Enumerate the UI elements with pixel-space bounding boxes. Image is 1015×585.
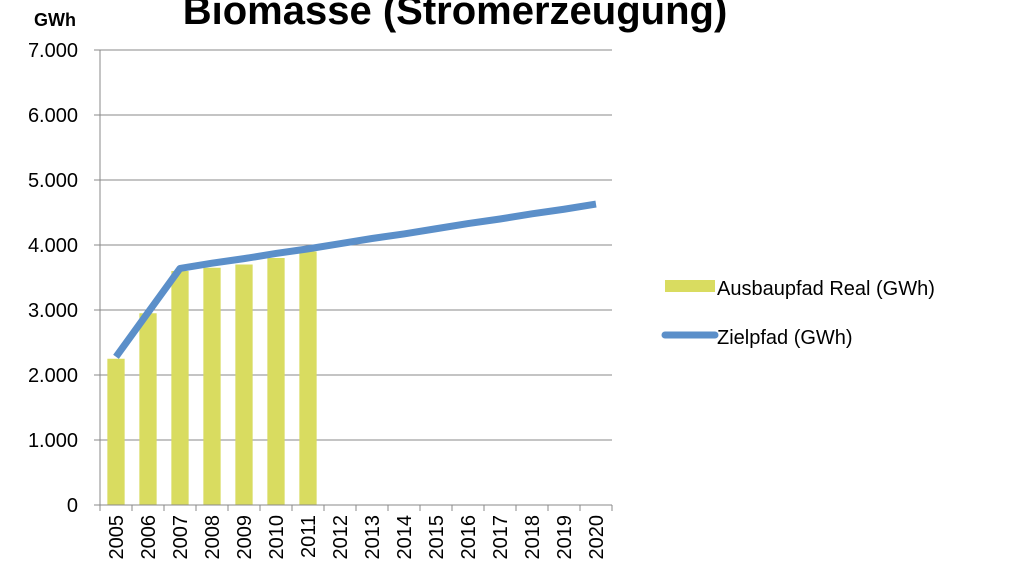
x-tick-label: 2020 bbox=[586, 515, 608, 560]
y-tick-label: 5.000 bbox=[28, 170, 78, 192]
bar bbox=[171, 271, 189, 505]
y-tick-label: 7.000 bbox=[28, 40, 78, 62]
x-tick-label: 2011 bbox=[298, 515, 320, 558]
x-tick-label: 2007 bbox=[170, 515, 192, 560]
x-tick-label: 2014 bbox=[394, 515, 416, 560]
x-tick-label: 2013 bbox=[362, 515, 384, 560]
x-tick-label: 2006 bbox=[138, 515, 160, 560]
bar bbox=[139, 313, 157, 505]
y-tick-label: 0 bbox=[67, 495, 78, 517]
y-tick-label: 3.000 bbox=[28, 300, 78, 322]
bar bbox=[235, 264, 253, 505]
x-tick-label: 2018 bbox=[522, 515, 544, 560]
legend-label: Ausbaupfad Real (GWh) bbox=[717, 278, 935, 300]
y-axis-label: GWh bbox=[34, 10, 76, 30]
y-tick-label: 1.000 bbox=[28, 430, 78, 452]
bar bbox=[267, 258, 285, 505]
x-tick-label: 2012 bbox=[330, 515, 352, 560]
y-tick-label: 2.000 bbox=[28, 365, 78, 387]
x-tick-label: 2019 bbox=[554, 515, 576, 560]
x-tick-label: 2008 bbox=[202, 515, 224, 560]
x-tick-label: 2015 bbox=[426, 515, 448, 560]
y-tick-label: 4.000 bbox=[28, 235, 78, 257]
y-tick-label: 6.000 bbox=[28, 105, 78, 127]
chart-title: Biomasse (Stromerzeugung) bbox=[183, 0, 728, 33]
x-tick-label: 2016 bbox=[458, 515, 480, 560]
x-tick-label: 2017 bbox=[490, 515, 512, 560]
x-tick-label: 2009 bbox=[234, 515, 256, 560]
x-tick-label: 2005 bbox=[106, 515, 128, 560]
legend-swatch bbox=[665, 280, 715, 292]
bar bbox=[203, 267, 221, 505]
bar bbox=[299, 251, 317, 505]
legend-label: Zielpfad (GWh) bbox=[717, 327, 853, 349]
x-tick-label: 2010 bbox=[266, 515, 288, 560]
line bbox=[113, 200, 597, 359]
bar bbox=[107, 358, 125, 505]
